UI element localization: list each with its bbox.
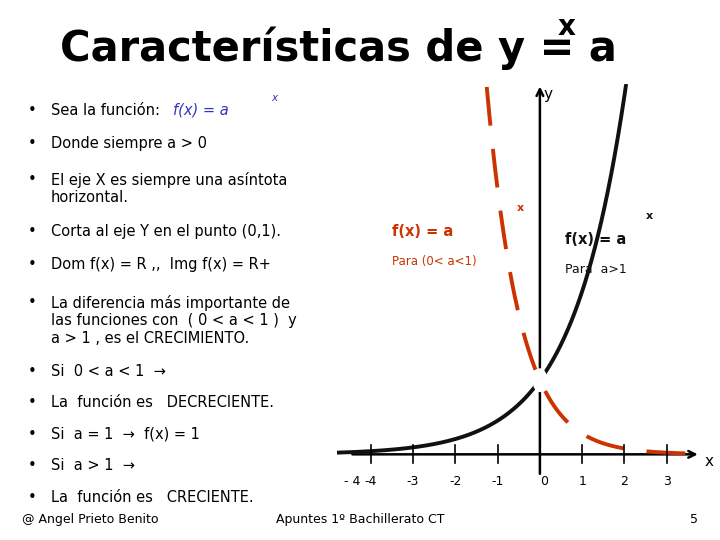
Text: -4: -4	[364, 475, 377, 488]
Text: Apuntes 1º Bachillerato CT: Apuntes 1º Bachillerato CT	[276, 513, 444, 526]
Text: •: •	[27, 258, 37, 272]
Text: f(x) = a: f(x) = a	[174, 103, 229, 118]
Text: •: •	[27, 490, 37, 505]
Text: •: •	[27, 427, 37, 442]
Text: Corta al eje Y en el punto (0,1).: Corta al eje Y en el punto (0,1).	[51, 224, 281, 239]
Text: f(x) = a: f(x) = a	[565, 232, 626, 247]
Text: Si  a = 1  →  f(x) = 1: Si a = 1 → f(x) = 1	[51, 427, 199, 442]
Text: Sea la función:: Sea la función:	[51, 103, 160, 118]
Text: f(x) = a: f(x) = a	[392, 225, 453, 239]
Text: Dom f(x) = R ,,  Img f(x) = R+: Dom f(x) = R ,, Img f(x) = R+	[51, 258, 271, 272]
Text: 1: 1	[578, 475, 586, 488]
Text: •: •	[27, 395, 37, 410]
Text: x: x	[557, 13, 575, 41]
Text: x: x	[517, 203, 523, 213]
Text: •: •	[27, 295, 37, 310]
Text: y: y	[543, 87, 552, 103]
Text: -1: -1	[492, 475, 504, 488]
Text: •: •	[27, 103, 37, 118]
Text: Si  a > 1  →: Si a > 1 →	[51, 458, 135, 473]
Text: •: •	[27, 364, 37, 379]
Text: El eje X es siempre una asíntota
horizontal.: El eje X es siempre una asíntota horizon…	[51, 172, 287, 205]
Text: 2: 2	[621, 475, 629, 488]
Text: -3: -3	[407, 475, 419, 488]
Text: -2: -2	[449, 475, 462, 488]
Text: Para  a>1: Para a>1	[565, 262, 627, 275]
Text: Características de y = a: Características de y = a	[60, 27, 617, 70]
Text: 3: 3	[663, 475, 670, 488]
Text: La  función es   CRECIENTE.: La función es CRECIENTE.	[51, 490, 253, 505]
Text: Para (0< a<1): Para (0< a<1)	[392, 255, 477, 268]
Text: •: •	[27, 136, 37, 151]
Text: 5: 5	[690, 513, 698, 526]
Text: - 4: - 4	[343, 475, 360, 488]
Text: x: x	[705, 454, 714, 469]
Text: 0: 0	[540, 475, 548, 488]
Text: •: •	[27, 224, 37, 239]
Text: @ Angel Prieto Benito: @ Angel Prieto Benito	[22, 513, 158, 526]
Text: •: •	[27, 458, 37, 473]
Text: Si  0 < a < 1  →: Si 0 < a < 1 →	[51, 364, 166, 379]
Circle shape	[534, 370, 546, 390]
Text: La diferencia más importante de
las funciones con  ( 0 < a < 1 )  y
a > 1 , es e: La diferencia más importante de las func…	[51, 295, 297, 346]
Text: La  función es   DECRECIENTE.: La función es DECRECIENTE.	[51, 395, 274, 410]
Text: •: •	[27, 172, 37, 187]
Text: x: x	[646, 211, 653, 221]
Text: x: x	[271, 93, 277, 103]
Text: Donde siempre a > 0: Donde siempre a > 0	[51, 136, 207, 151]
